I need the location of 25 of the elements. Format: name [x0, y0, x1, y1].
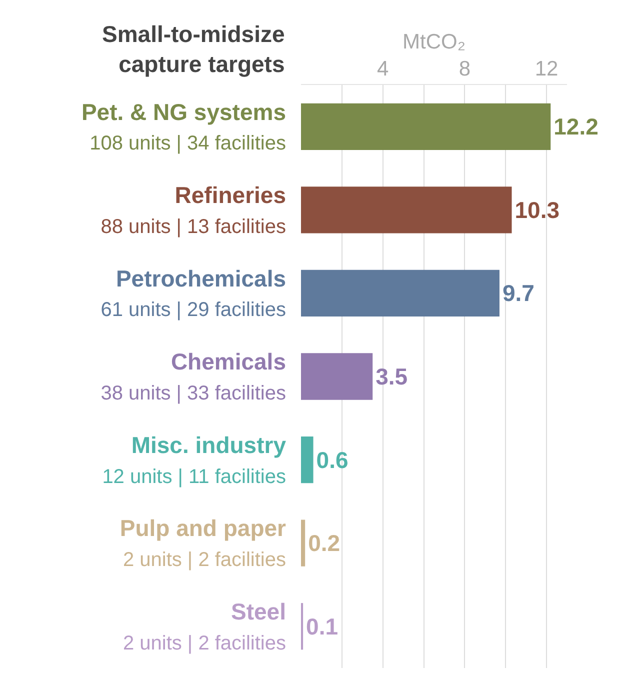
y-tick-label: Refineries 88 units | 13 facilities [100, 182, 286, 238]
bar [301, 520, 306, 566]
y-tick-label: Pet. & NG systems 108 units | 34 facilities [81, 98, 286, 155]
y-tick-label: Pulp and paper 2 units | 2 facilities [120, 515, 286, 572]
y-tick-label: Misc. industry 12 units | 11 facilities [102, 432, 286, 488]
x-tick-label: 8 [458, 58, 471, 81]
bar [301, 436, 314, 484]
data-label: 0.6 [316, 446, 348, 473]
y-tick-label: Chemicals 38 units | 33 facilities [100, 348, 286, 404]
data-label: 10.3 [514, 196, 560, 223]
x-tick-label: 12 [534, 58, 558, 81]
bar [301, 353, 373, 400]
y-tick-label: Petrochemicals 61 units | 29 facilities [100, 265, 286, 322]
data-label: 0.1 [306, 613, 338, 640]
bar [301, 186, 512, 234]
data-label: 0.2 [308, 530, 340, 556]
data-label: 3.5 [376, 364, 408, 390]
bar [301, 103, 551, 150]
x-tick-label: 4 [377, 58, 390, 81]
data-label: 12.2 [554, 114, 598, 140]
x-axis-title: MtCO₂ [402, 30, 466, 54]
chart-title: Small-to-midsize capture targets [102, 21, 285, 77]
data-label: 9.7 [502, 280, 534, 306]
y-tick-label: Steel 2 units | 2 facilities [122, 598, 286, 654]
bar [301, 270, 500, 317]
